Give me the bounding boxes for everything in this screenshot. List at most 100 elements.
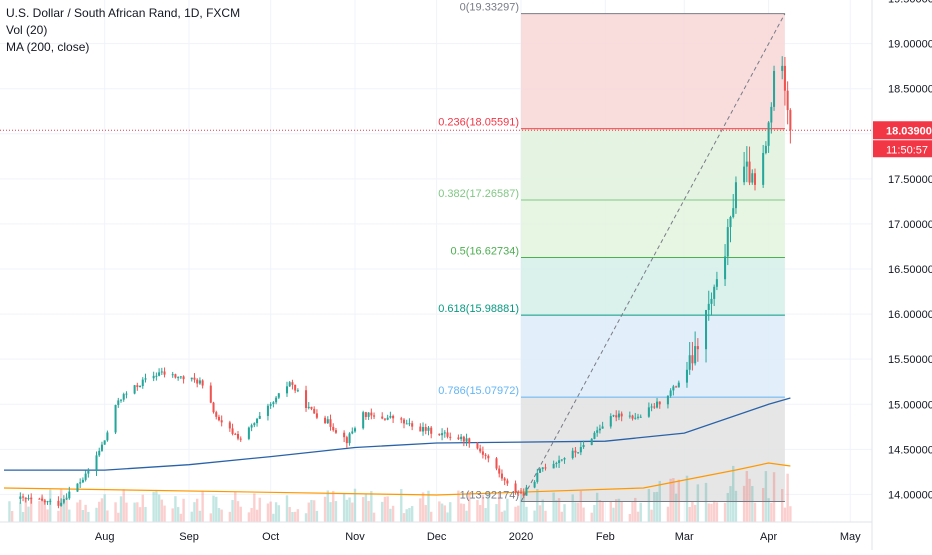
candle-body[interactable] bbox=[408, 423, 411, 425]
candle-body[interactable] bbox=[732, 208, 735, 218]
candle-body[interactable] bbox=[324, 417, 327, 424]
candle-body[interactable] bbox=[27, 498, 30, 500]
candle-body[interactable] bbox=[253, 423, 256, 426]
candle-body[interactable] bbox=[533, 481, 536, 488]
candle-body[interactable] bbox=[326, 419, 329, 424]
candle-body[interactable] bbox=[95, 455, 98, 472]
candle-body[interactable] bbox=[277, 393, 280, 398]
candle-body[interactable] bbox=[250, 425, 253, 428]
candle-body[interactable] bbox=[294, 384, 297, 391]
candle-body[interactable] bbox=[334, 430, 337, 433]
candle-body[interactable] bbox=[615, 415, 618, 418]
candle-body[interactable] bbox=[715, 279, 718, 287]
candle-body[interactable] bbox=[647, 407, 650, 417]
candle-body[interactable] bbox=[392, 415, 395, 419]
candle-body[interactable] bbox=[84, 473, 87, 480]
candle-body[interactable] bbox=[724, 256, 727, 280]
candle-body[interactable] bbox=[577, 452, 580, 454]
candle-body[interactable] bbox=[43, 500, 46, 503]
candle-body[interactable] bbox=[68, 491, 71, 499]
candle-body[interactable] bbox=[514, 483, 517, 492]
candle-body[interactable] bbox=[574, 450, 577, 453]
candle-body[interactable] bbox=[373, 415, 376, 417]
candle-body[interactable] bbox=[462, 436, 465, 442]
candle-body[interactable] bbox=[152, 375, 155, 379]
candle-body[interactable] bbox=[653, 406, 656, 408]
candle-body[interactable] bbox=[446, 432, 449, 437]
candle-body[interactable] bbox=[201, 380, 204, 386]
candle-body[interactable] bbox=[552, 463, 555, 469]
candle-body[interactable] bbox=[688, 355, 691, 370]
candle-body[interactable] bbox=[563, 458, 566, 460]
candle-body[interactable] bbox=[555, 462, 558, 464]
candle-body[interactable] bbox=[628, 415, 631, 417]
candle-body[interactable] bbox=[544, 467, 547, 469]
candle-body[interactable] bbox=[351, 431, 354, 434]
candle-body[interactable] bbox=[381, 416, 384, 419]
candle-body[interactable] bbox=[650, 406, 653, 408]
candle-body[interactable] bbox=[313, 408, 316, 414]
candle-body[interactable] bbox=[158, 372, 161, 376]
candle-body[interactable] bbox=[117, 400, 120, 405]
candle-body[interactable] bbox=[500, 473, 503, 479]
candle-body[interactable] bbox=[144, 378, 147, 380]
candle-body[interactable] bbox=[272, 402, 275, 405]
candle-body[interactable] bbox=[79, 482, 82, 484]
candle-body[interactable] bbox=[751, 173, 754, 183]
candle-body[interactable] bbox=[764, 145, 767, 153]
candle-body[interactable] bbox=[666, 395, 669, 405]
candle-body[interactable] bbox=[247, 427, 250, 439]
candle-body[interactable] bbox=[498, 468, 501, 474]
candle-body[interactable] bbox=[212, 402, 215, 413]
candle-body[interactable] bbox=[62, 499, 65, 503]
candle-body[interactable] bbox=[305, 390, 308, 409]
candle-body[interactable] bbox=[783, 65, 786, 91]
candle-body[interactable] bbox=[541, 467, 544, 469]
candle-body[interactable] bbox=[182, 376, 185, 380]
candle-body[interactable] bbox=[411, 423, 414, 427]
candle-body[interactable] bbox=[239, 438, 242, 440]
candle-body[interactable] bbox=[675, 386, 678, 388]
candle-body[interactable] bbox=[427, 427, 430, 431]
candle-body[interactable] bbox=[220, 420, 223, 423]
candle-body[interactable] bbox=[329, 419, 332, 427]
candle-body[interactable] bbox=[136, 385, 139, 388]
candle-body[interactable] bbox=[362, 412, 365, 429]
candle-body[interactable] bbox=[275, 397, 278, 403]
candle-body[interactable] bbox=[481, 451, 484, 455]
candle-body[interactable] bbox=[106, 432, 109, 441]
candle-body[interactable] bbox=[745, 161, 748, 167]
candle-body[interactable] bbox=[76, 483, 79, 492]
candle-body[interactable] bbox=[422, 427, 425, 432]
candle-body[interactable] bbox=[38, 498, 41, 500]
candle-body[interactable] bbox=[590, 438, 593, 445]
candle-body[interactable] bbox=[443, 432, 446, 434]
candle-body[interactable] bbox=[449, 436, 452, 438]
candle-body[interactable] bbox=[389, 415, 392, 418]
candle-body[interactable] bbox=[601, 426, 604, 429]
candle-body[interactable] bbox=[707, 303, 710, 310]
candle-body[interactable] bbox=[364, 412, 367, 417]
candle-body[interactable] bbox=[430, 427, 433, 434]
candle-body[interactable] bbox=[160, 371, 163, 373]
candle-body[interactable] bbox=[400, 418, 403, 420]
candle-body[interactable] bbox=[460, 436, 463, 440]
candle-body[interactable] bbox=[753, 173, 757, 185]
candle-body[interactable] bbox=[596, 430, 599, 433]
candle-body[interactable] bbox=[310, 406, 313, 409]
candle-body[interactable] bbox=[495, 458, 498, 469]
candle-body[interactable] bbox=[713, 286, 716, 299]
candle-body[interactable] bbox=[402, 419, 406, 424]
candle-body[interactable] bbox=[786, 90, 789, 111]
candle-body[interactable] bbox=[773, 70, 776, 107]
candle-body[interactable] bbox=[57, 500, 60, 506]
candle-body[interactable] bbox=[41, 498, 44, 501]
candle-body[interactable] bbox=[119, 399, 123, 401]
candle-body[interactable] bbox=[658, 401, 661, 405]
candle-body[interactable] bbox=[215, 412, 218, 417]
candle-body[interactable] bbox=[65, 498, 68, 500]
candle-body[interactable] bbox=[748, 161, 751, 183]
candle-body[interactable] bbox=[503, 478, 506, 481]
candle-body[interactable] bbox=[487, 455, 490, 459]
